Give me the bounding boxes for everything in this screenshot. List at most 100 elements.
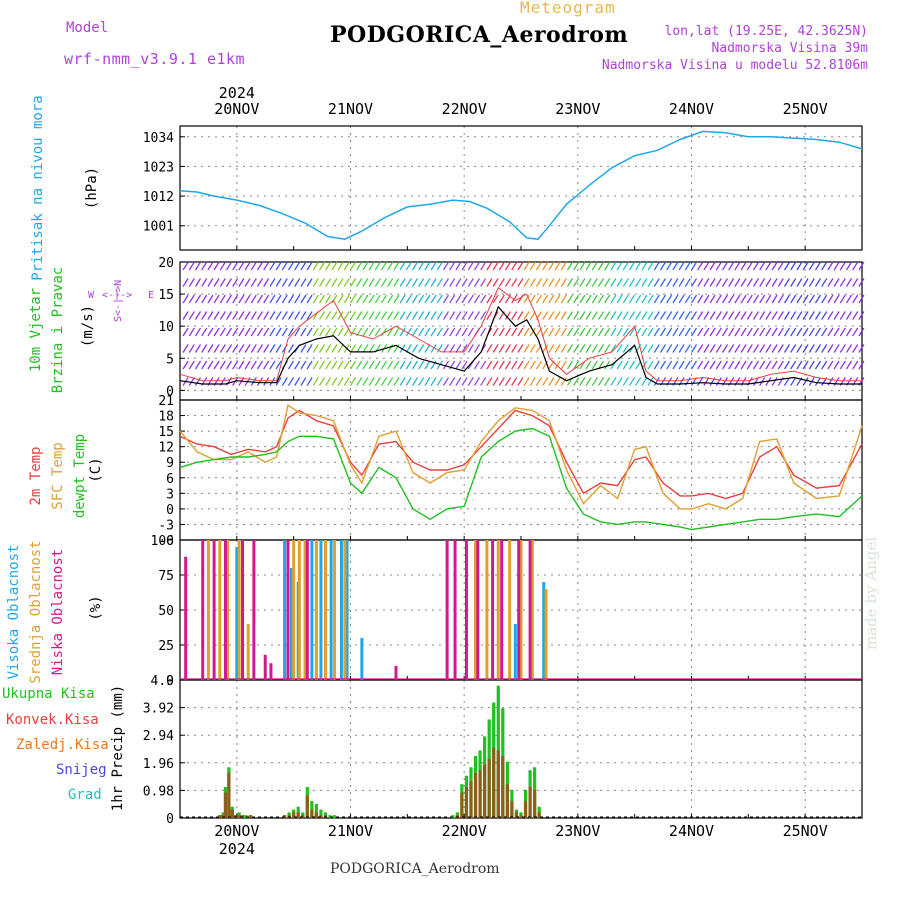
wind-barb <box>529 327 536 337</box>
wind-barb <box>430 377 437 386</box>
series-line <box>179 130 863 240</box>
wind-barb <box>852 327 859 337</box>
wind-barb <box>604 278 611 287</box>
wind-barb <box>325 261 332 271</box>
wind-barb <box>356 360 363 370</box>
wind-barb <box>182 360 189 370</box>
wind-barb <box>405 294 412 304</box>
wind-barb <box>542 261 549 271</box>
wind-barb <box>325 278 332 287</box>
wind-barb <box>219 261 226 271</box>
wind-barb <box>356 344 363 353</box>
precip-bar <box>464 787 469 818</box>
wind-barb <box>318 261 326 271</box>
wind-barb <box>777 327 784 337</box>
wind-barb <box>560 377 567 386</box>
wind-barb <box>703 294 710 304</box>
wind-barb <box>796 360 803 370</box>
tick-label: 15 <box>158 288 174 303</box>
wind-barb <box>275 311 282 320</box>
wind-barb <box>566 278 574 287</box>
wind-barb <box>250 344 257 353</box>
wind-barb <box>560 360 567 370</box>
wind-barb <box>232 311 239 320</box>
wind-barb <box>647 344 654 353</box>
wind-barb <box>796 344 803 353</box>
wind-barb <box>269 327 276 337</box>
wind-barb <box>535 377 543 386</box>
wind-barb <box>709 344 716 353</box>
wind-barb <box>666 344 673 353</box>
wind-barb <box>678 294 685 304</box>
cloud-bar <box>314 540 318 680</box>
wind-barb <box>281 311 288 320</box>
wind-barb <box>734 261 741 271</box>
wind-barb <box>690 327 698 337</box>
wind-barb <box>238 294 245 304</box>
wind-barb <box>666 311 673 320</box>
wind-barb <box>362 261 369 271</box>
wind-barb <box>275 294 282 304</box>
wind-barb <box>566 327 574 337</box>
wind-barb <box>225 294 233 304</box>
tick-label: 3.92 <box>143 702 174 717</box>
wind-barb <box>455 344 462 353</box>
precip-bar <box>292 812 296 818</box>
wind-barb <box>827 278 834 287</box>
cloud-bar <box>339 540 343 680</box>
wind-barb <box>591 327 598 337</box>
precip-bar <box>514 812 519 818</box>
wind-barb <box>498 344 505 353</box>
wind-barb <box>411 360 419 370</box>
wind-barb <box>765 344 772 353</box>
wind-barb <box>436 360 443 370</box>
wind-barb <box>387 278 394 287</box>
wind-barb <box>591 278 598 287</box>
wind-barb <box>734 294 741 304</box>
wind-barb <box>461 294 468 304</box>
wind-barb <box>325 311 332 320</box>
wind-barb <box>325 377 332 386</box>
cloud-bar <box>212 540 216 680</box>
wind-barb <box>368 261 375 271</box>
wind-barb <box>771 377 778 386</box>
wind-barb <box>573 344 580 353</box>
wind-barb <box>821 360 828 370</box>
wind-barb <box>641 344 648 353</box>
wind-barb <box>721 311 729 320</box>
wind-barb <box>554 261 561 271</box>
wind-barb <box>492 327 499 337</box>
wind-barb <box>405 311 412 320</box>
wind-barb <box>790 278 797 287</box>
cloud-bar <box>500 540 504 680</box>
wind-barb <box>653 327 660 337</box>
wind-barb <box>424 311 431 320</box>
wind-barb <box>752 377 760 386</box>
wind-barb <box>604 311 611 320</box>
cloud-bar <box>360 638 364 680</box>
wind-barb <box>349 261 357 271</box>
wind-barb <box>436 311 443 320</box>
wind-barb <box>256 294 264 304</box>
wind-barb <box>839 327 846 337</box>
wind-barb <box>232 294 239 304</box>
wind-barb <box>467 344 474 353</box>
wind-barb <box>690 311 698 320</box>
wind-barb <box>752 261 760 271</box>
tick-label: 1023 <box>143 160 174 175</box>
wind-barb <box>188 327 195 337</box>
wind-barb <box>659 261 667 271</box>
wind-barb <box>597 261 605 271</box>
wind-barb <box>213 344 220 353</box>
wind-barb <box>666 261 673 271</box>
wind-barb <box>194 344 202 353</box>
wind-barb <box>287 294 295 304</box>
wind-barb <box>250 261 257 271</box>
wind-barb <box>424 377 431 386</box>
wind-barb <box>858 294 865 304</box>
wind-barb <box>263 377 270 386</box>
wind-barb <box>281 294 288 304</box>
wind-barb <box>250 377 257 386</box>
wind-barb <box>411 311 419 320</box>
tick-label: -6 <box>158 534 174 549</box>
